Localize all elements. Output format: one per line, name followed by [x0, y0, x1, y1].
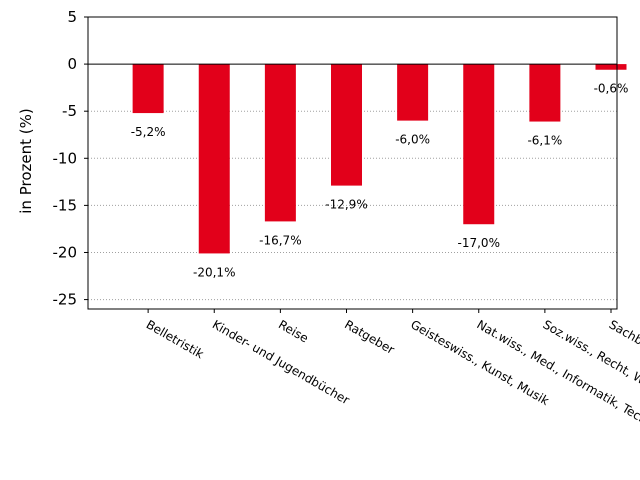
bar	[132, 64, 164, 114]
category-label: Sachbuch	[607, 317, 640, 358]
data-label: -17,0%	[458, 236, 500, 250]
bar	[331, 64, 362, 186]
bar	[264, 64, 296, 222]
data-label: -6,1%	[527, 134, 562, 148]
data-label: -5,2%	[131, 125, 166, 139]
y-tick-label: -10	[53, 149, 78, 167]
y-tick-label: -5	[62, 102, 77, 120]
y-axis-ticks: 5 0 -5 -10 -15 -20 -25	[53, 8, 88, 309]
category-label: Reise	[276, 317, 311, 345]
bar	[529, 64, 561, 122]
bar	[397, 64, 429, 121]
data-label: -20,1%	[193, 265, 235, 279]
category-label: Ratgeber	[342, 317, 397, 357]
plot-frame	[87, 16, 618, 310]
x-axis-ticks: Belletristik Kinder- und JugendbücherReis…	[144, 309, 640, 436]
data-label: -16,7%	[259, 233, 301, 247]
y-tick-label: 5	[67, 8, 77, 26]
y-axis-title: in Prozent (%)	[17, 108, 35, 213]
data-label: -6,0%	[395, 133, 430, 147]
y-tick-label: -20	[53, 243, 78, 261]
data-label: -0,6%	[594, 82, 629, 96]
bar	[463, 64, 495, 225]
category-label: Belletristik	[144, 317, 206, 361]
bar	[595, 64, 627, 70]
y-tick-label: 0	[67, 55, 77, 73]
data-label: -12,9%	[325, 198, 367, 212]
bars	[132, 64, 627, 254]
y-tick-label: -25	[53, 291, 78, 309]
data-labels: -5,2% -20,1% -16,7% -12,9% -6,0% -17,0% -6,1% -…	[131, 82, 629, 280]
y-tick-label: -15	[53, 196, 78, 214]
bar	[198, 64, 230, 254]
